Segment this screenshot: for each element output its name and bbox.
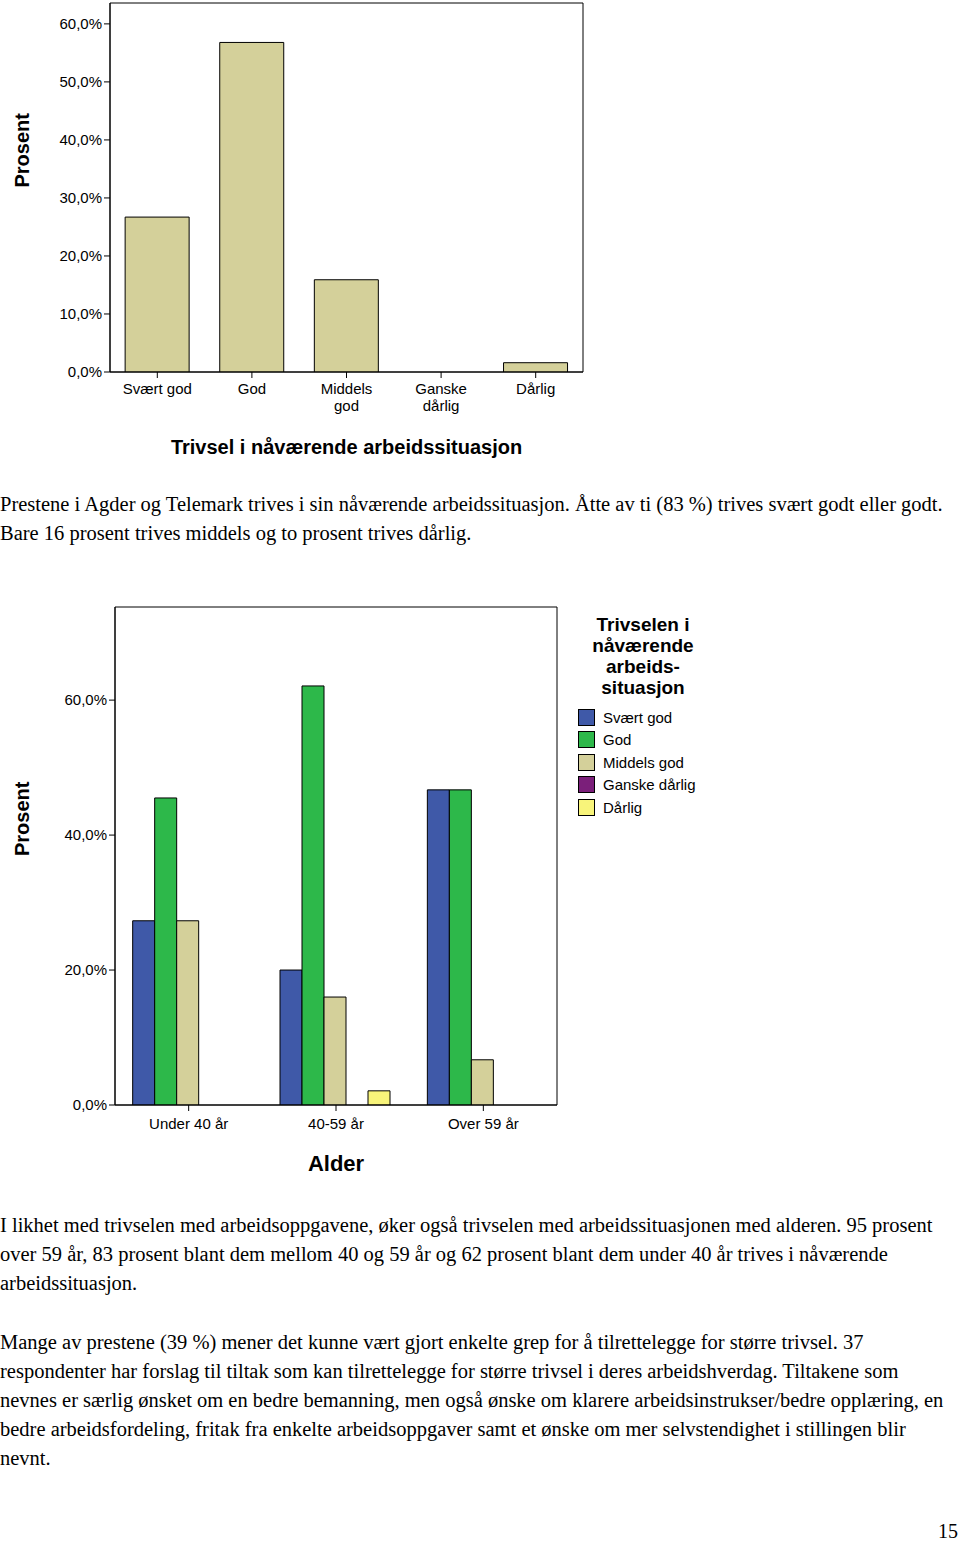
svg-text:10,0%: 10,0%: [59, 305, 102, 322]
html-text:Mange av prestene (39 %) mener: Mange av prestene (39 %) mener det kunne…: [0, 1331, 944, 1469]
svg-text:Over 59 år: Over 59 år: [448, 1115, 519, 1132]
html-text:Prestene i Agder og Telemark t: Prestene i Agder og Telemark trives i si…: [0, 493, 943, 544]
svg-text:Middelsgod: Middelsgod: [321, 380, 373, 414]
html-text:Dårlig: Dårlig: [603, 798, 643, 816]
svg-text:40-59 år: 40-59 år: [308, 1115, 364, 1132]
html-text:I likhet med trivselen med arb: I likhet med trivselen med arbeidsoppgav…: [0, 1214, 933, 1294]
html-text:Ganske dårlig: Ganske dårlig: [603, 776, 696, 794]
svg-text:0,0%: 0,0%: [68, 363, 102, 380]
svg-text:Dårlig: Dårlig: [516, 380, 555, 397]
svg-text:50,0%: 50,0%: [59, 73, 102, 90]
svg-text:God: God: [238, 380, 266, 397]
svg-text:Under 40 år: Under 40 år: [149, 1115, 228, 1132]
svg-text:40,0%: 40,0%: [64, 826, 107, 843]
svg-text:Prosent: Prosent: [11, 781, 33, 856]
svg-text:40,0%: 40,0%: [59, 131, 102, 148]
svg-text:Prosent: Prosent: [11, 113, 33, 188]
html-text:Trivselen i nåværende arbeids-: Trivselen i nåværende arbeids- situasjon: [592, 614, 694, 698]
html-text:Svært god: Svært god: [603, 708, 673, 726]
svg-text:Ganskedårlig: Ganskedårlig: [415, 380, 467, 414]
html-text:15: 15: [938, 1520, 958, 1542]
svg-text:Alder: Alder: [308, 1151, 365, 1175]
svg-text:Svært god: Svært god: [123, 380, 192, 397]
svg-text:30,0%: 30,0%: [59, 189, 102, 206]
svg-text:0,0%: 0,0%: [73, 1096, 107, 1113]
svg-text:60,0%: 60,0%: [64, 691, 107, 708]
html-text:God: God: [603, 731, 632, 749]
html-text:Middels god: Middels god: [603, 753, 684, 771]
svg-text:60,0%: 60,0%: [59, 15, 102, 32]
svg-text:20,0%: 20,0%: [59, 247, 102, 264]
svg-text:20,0%: 20,0%: [64, 961, 107, 978]
svg-text:Trivsel i nåværende arbeidssit: Trivsel i nåværende arbeidssituasjon: [171, 436, 522, 458]
